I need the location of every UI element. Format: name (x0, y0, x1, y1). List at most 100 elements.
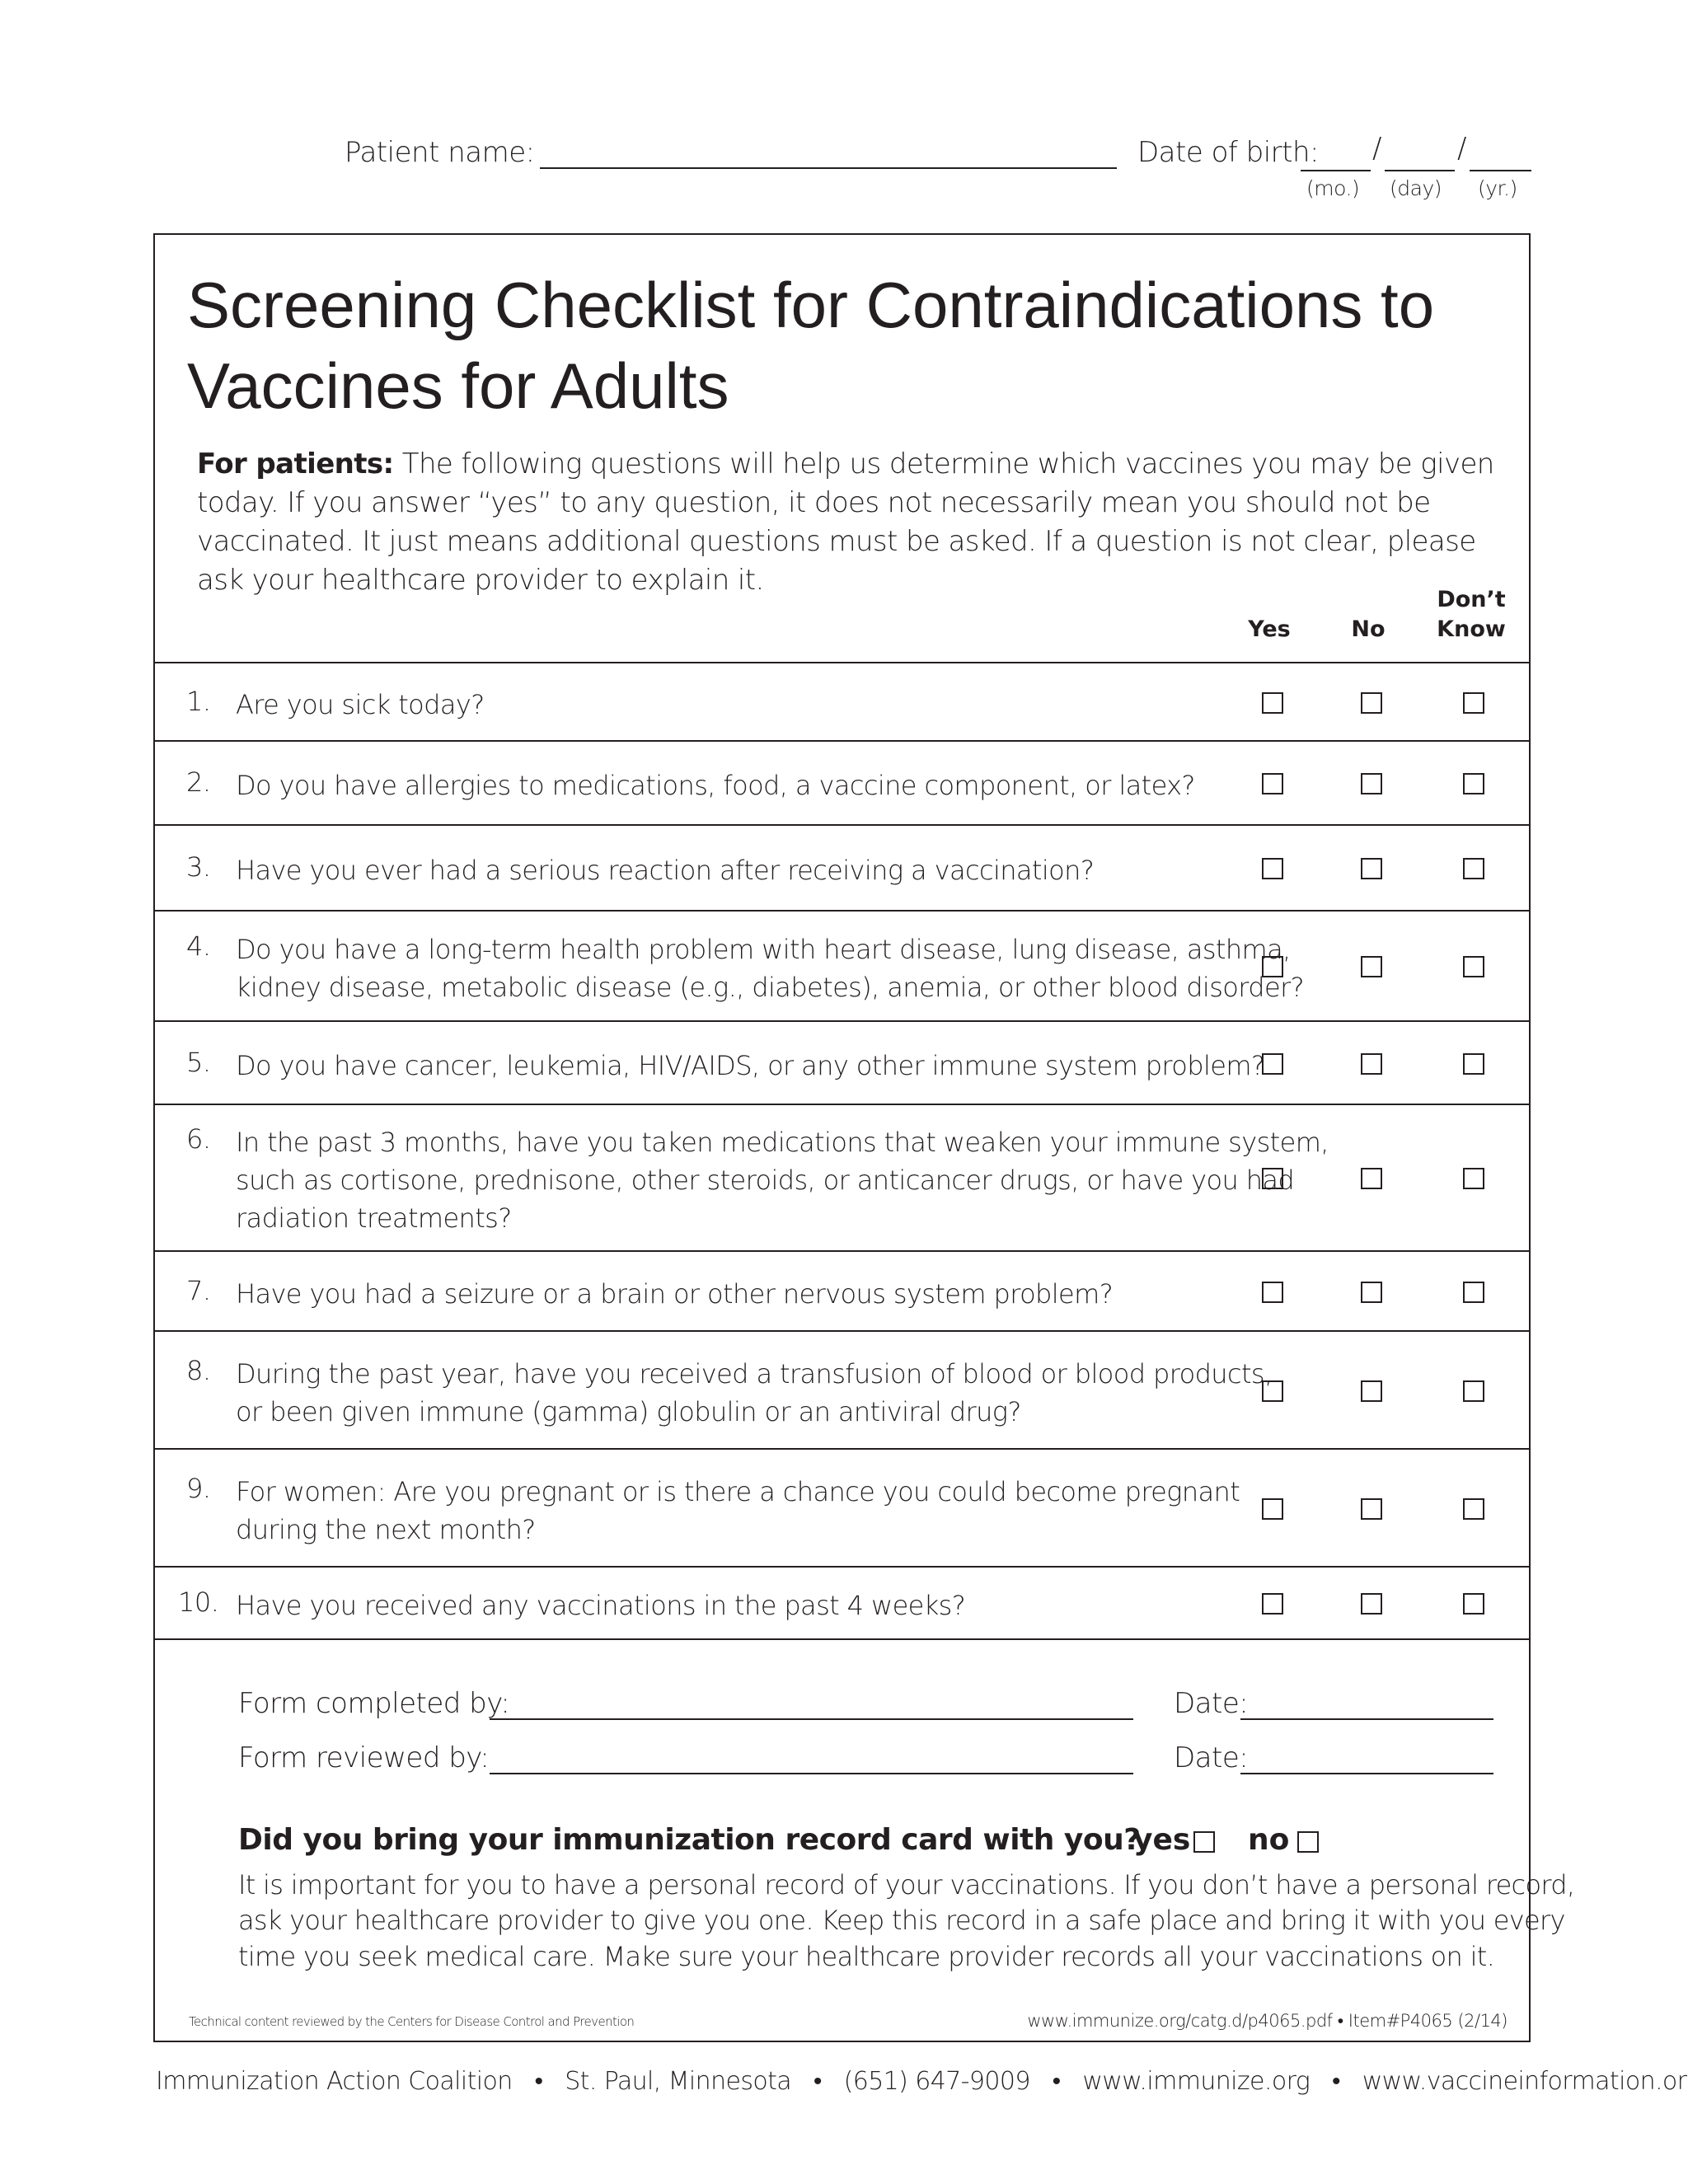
row-divider (153, 1566, 1529, 1568)
checkbox-no[interactable] (1361, 1168, 1382, 1189)
question-number: 9. (186, 1472, 211, 1504)
row-divider (153, 1020, 1529, 1022)
row-divider (153, 1104, 1529, 1105)
dob-mo-hint: (mo.) (1306, 176, 1360, 200)
column-dont: Don’t (1437, 587, 1506, 612)
question-text: Do you have allergies to medications, fo… (236, 770, 1195, 801)
record-text-line: It is important for you to have a person… (238, 1869, 1575, 1900)
question-number: 5. (186, 1046, 211, 1078)
form-completed-label: Form completed by: (238, 1687, 510, 1720)
question-text: kidney disease, metabolic disease (e.g.,… (236, 972, 1305, 1003)
dob-yr-hint: (yr.) (1478, 176, 1517, 200)
reviewed-date-field[interactable] (1240, 1773, 1493, 1774)
dob-label: Date of birth: (1137, 136, 1320, 169)
question-number: 3. (186, 851, 211, 883)
question-text: during the next month? (236, 1513, 536, 1545)
dob-day-hint: (day) (1390, 176, 1442, 200)
record-text-line: time you seek medical care. Make sure yo… (238, 1941, 1495, 1972)
date-label: Date: (1174, 1687, 1249, 1720)
date-label: Date: (1174, 1741, 1249, 1774)
checkbox-no[interactable] (1361, 1052, 1382, 1075)
checkbox-no[interactable] (1361, 1281, 1382, 1303)
column-no: No (1351, 616, 1386, 642)
checkbox-yes[interactable] (1262, 858, 1283, 879)
footer-contact: Immunization Action Coalition • St. Paul… (156, 2067, 1688, 2096)
page-title: Screening Checklist for Contraindication… (187, 269, 1435, 341)
row-divider (153, 740, 1529, 742)
question-text: Are you sick today? (236, 688, 485, 720)
record-yes-checkbox[interactable] (1193, 1831, 1215, 1853)
form-reviewed-label: Form reviewed by: (238, 1741, 490, 1774)
checkbox-yes[interactable] (1262, 691, 1283, 714)
intro-paragraph: For patients: The following questions wi… (197, 445, 1516, 600)
question-number: 1. (186, 685, 211, 717)
checkbox-dont-know[interactable] (1463, 956, 1484, 977)
question-text: Have you received any vaccinations in th… (236, 1590, 966, 1621)
record-text-line: ask your healthcare provider to give you… (238, 1905, 1565, 1936)
question-number: 10. (178, 1586, 219, 1618)
dob-separator: / (1457, 132, 1466, 165)
checkbox-no[interactable] (1361, 858, 1382, 879)
dob-year-field[interactable] (1470, 170, 1531, 171)
form-completed-field[interactable] (490, 1718, 1133, 1720)
checkbox-yes[interactable] (1262, 1380, 1283, 1402)
row-divider (153, 824, 1529, 826)
question-text: Do you have cancer, leukemia, HIV/AIDS, … (236, 1049, 1265, 1081)
checkbox-yes[interactable] (1262, 773, 1283, 794)
dob-month-field[interactable] (1301, 170, 1371, 171)
checkbox-yes[interactable] (1262, 1281, 1283, 1303)
intro-text: The following questions will help us det… (197, 448, 1494, 597)
question-text: In the past 3 months, have you taken med… (236, 1127, 1329, 1158)
column-yes: Yes (1248, 616, 1291, 642)
checkbox-no[interactable] (1361, 956, 1382, 977)
checkbox-dont-know[interactable] (1463, 1497, 1484, 1520)
checkbox-yes[interactable] (1262, 956, 1283, 977)
dob-separator: / (1372, 132, 1381, 165)
checkbox-yes[interactable] (1262, 1052, 1283, 1075)
record-question: Did you bring your immunization record c… (238, 1823, 1141, 1857)
dob-day-field[interactable] (1385, 170, 1455, 171)
checkbox-dont-know[interactable] (1463, 1593, 1484, 1615)
checkbox-dont-know[interactable] (1463, 1380, 1484, 1402)
intro-lead: For patients: (197, 448, 394, 480)
completed-date-field[interactable] (1240, 1718, 1493, 1720)
question-text: Do you have a long-term health problem w… (236, 934, 1291, 965)
checkbox-dont-know[interactable] (1463, 858, 1484, 879)
question-number: 6. (186, 1123, 211, 1155)
checkbox-dont-know[interactable] (1463, 1168, 1484, 1189)
question-number: 7. (186, 1274, 211, 1306)
item-reference: www.immunize.org/catg.d/p4065.pdf • Item… (1027, 2011, 1507, 2031)
patient-name-label: Patient name: (345, 136, 535, 169)
record-no-checkbox[interactable] (1297, 1831, 1319, 1853)
row-divider (153, 910, 1529, 912)
checkbox-dont-know[interactable] (1463, 691, 1484, 714)
question-number: 2. (186, 766, 211, 798)
checkbox-dont-know[interactable] (1463, 1052, 1484, 1075)
checkbox-dont-know[interactable] (1463, 773, 1484, 794)
form-reviewed-field[interactable] (490, 1773, 1133, 1774)
checkbox-no[interactable] (1361, 1380, 1382, 1402)
question-text: radiation treatments? (236, 1202, 512, 1234)
checkbox-no[interactable] (1361, 691, 1382, 714)
row-divider (153, 1250, 1529, 1252)
page-title-line2: Vaccines for Adults (187, 349, 729, 422)
record-no-label: no (1248, 1823, 1290, 1857)
checkbox-yes[interactable] (1262, 1168, 1283, 1189)
checkbox-yes[interactable] (1262, 1497, 1283, 1520)
row-divider (153, 662, 1529, 663)
row-divider (153, 1330, 1529, 1332)
question-number: 8. (186, 1354, 211, 1386)
question-text: such as cortisone, prednisone, other ste… (236, 1165, 1295, 1196)
checkbox-yes[interactable] (1262, 1593, 1283, 1615)
checklist-box (153, 233, 1531, 2042)
checkbox-dont-know[interactable] (1463, 1281, 1484, 1303)
question-text: During the past year, have you received … (236, 1357, 1273, 1390)
question-text: For women: Are you pregnant or is there … (236, 1475, 1240, 1507)
record-yes-label: yes (1133, 1823, 1191, 1857)
question-text: or been given immune (gamma) globulin or… (236, 1395, 1021, 1427)
checkbox-no[interactable] (1361, 1497, 1382, 1520)
patient-name-field[interactable] (540, 167, 1117, 169)
row-divider (153, 1638, 1529, 1640)
checkbox-no[interactable] (1361, 1593, 1382, 1615)
checkbox-no[interactable] (1361, 773, 1382, 794)
